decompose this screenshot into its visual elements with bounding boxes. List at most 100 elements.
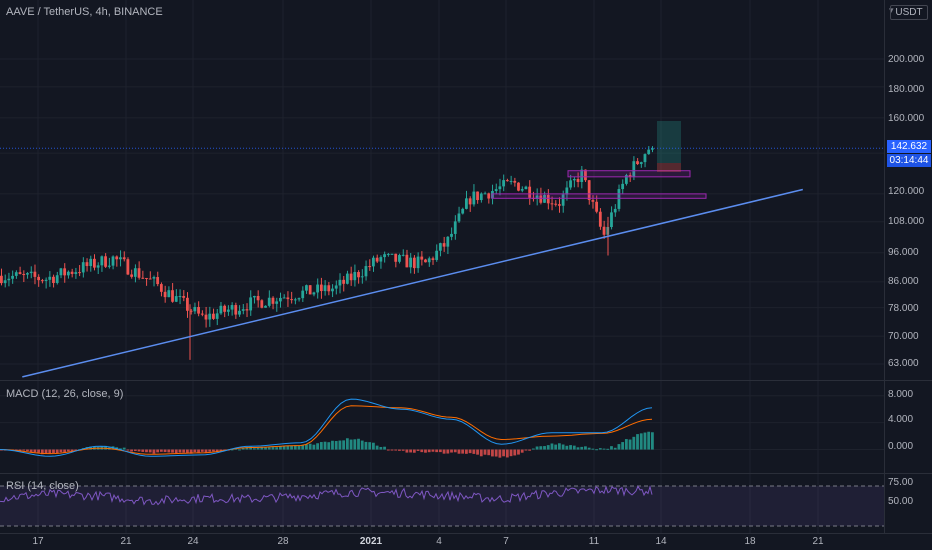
candle-body bbox=[598, 211, 602, 227]
candle-body bbox=[226, 309, 230, 312]
candle-body bbox=[550, 203, 554, 205]
candle-body bbox=[442, 243, 446, 247]
candle-body bbox=[271, 297, 275, 304]
candle-body bbox=[643, 154, 647, 163]
candle-body bbox=[40, 280, 44, 282]
candle-body bbox=[267, 297, 271, 306]
candle-body bbox=[197, 307, 200, 314]
macd-legend[interactable]: MACD (12, 26, close, 9) bbox=[6, 388, 124, 400]
price-tick: 108.000 bbox=[888, 216, 925, 227]
candle-body bbox=[621, 183, 625, 190]
candle-body bbox=[595, 201, 598, 212]
macd-histogram-bar bbox=[457, 449, 461, 454]
candle-body bbox=[96, 265, 100, 268]
candle-body bbox=[115, 256, 119, 260]
candle-body bbox=[327, 285, 331, 292]
macd-histogram-bar bbox=[264, 447, 267, 450]
macd-histogram-bar bbox=[427, 449, 431, 453]
macd-histogram-bar bbox=[636, 434, 639, 450]
candle-body bbox=[7, 278, 11, 281]
candle-body bbox=[386, 253, 390, 255]
macd-pane[interactable] bbox=[0, 381, 885, 473]
macd-histogram-bar bbox=[327, 442, 331, 450]
currency-button[interactable]: USDT bbox=[890, 5, 928, 20]
macd-histogram-bar bbox=[331, 440, 334, 450]
time-tick-year: 2021 bbox=[359, 536, 383, 547]
macd-histogram-bar bbox=[174, 449, 178, 454]
candle-body bbox=[479, 193, 483, 201]
macd-histogram-bar bbox=[33, 449, 37, 453]
macd-histogram-bar bbox=[301, 444, 305, 450]
pane-divider[interactable] bbox=[0, 473, 932, 474]
macd-histogram-bar bbox=[219, 449, 223, 451]
macd-histogram-bar bbox=[513, 449, 517, 456]
pane-divider[interactable] bbox=[0, 380, 932, 381]
macd-histogram-bar bbox=[249, 446, 253, 450]
macd-histogram-bar bbox=[271, 447, 275, 450]
macd-histogram-bar bbox=[368, 442, 372, 450]
macd-histogram-bar bbox=[193, 449, 197, 453]
candle-body bbox=[465, 198, 468, 209]
candle-body bbox=[29, 271, 33, 274]
macd-histogram-bar bbox=[580, 446, 584, 450]
macd-histogram-bar bbox=[126, 449, 130, 451]
scale-menu-icon[interactable]: ▾ bbox=[889, 5, 894, 15]
candle-body bbox=[636, 161, 639, 165]
candle-body bbox=[416, 256, 420, 269]
macd-signal-line bbox=[0, 405, 653, 455]
resistance-zone bbox=[567, 170, 691, 178]
candle-body bbox=[539, 195, 543, 203]
macd-histogram-bar bbox=[576, 447, 580, 450]
macd-histogram-bar bbox=[364, 441, 368, 450]
rsi-pane[interactable] bbox=[0, 474, 885, 533]
candle-body bbox=[409, 257, 412, 268]
macd-histogram-bar bbox=[159, 449, 163, 452]
time-tick: 28 bbox=[277, 536, 289, 547]
macd-histogram-bar bbox=[394, 449, 398, 451]
candle-body bbox=[368, 266, 372, 268]
macd-histogram-bar bbox=[290, 445, 293, 450]
candle-body bbox=[319, 284, 323, 292]
symbol-title[interactable]: AAVE / TetherUS, 4h, BINANCE bbox=[6, 6, 163, 18]
candle-body bbox=[554, 203, 558, 205]
macd-histogram-bar bbox=[178, 449, 182, 453]
macd-histogram-bar bbox=[520, 449, 524, 453]
long-position-stop bbox=[657, 163, 681, 172]
macd-histogram-bar bbox=[230, 449, 234, 451]
macd-histogram-bar bbox=[476, 449, 479, 455]
macd-histogram-bar bbox=[465, 449, 468, 454]
candle-body bbox=[379, 257, 383, 262]
price-axis[interactable] bbox=[885, 0, 932, 533]
macd-histogram-bar bbox=[238, 449, 241, 451]
macd-histogram-bar bbox=[286, 445, 290, 450]
macd-histogram-bar bbox=[163, 449, 167, 453]
macd-histogram-bar bbox=[215, 449, 219, 452]
macd-histogram-bar bbox=[602, 448, 606, 450]
macd-histogram-bar bbox=[189, 449, 193, 454]
macd-histogram-bar bbox=[390, 449, 394, 451]
candle-body bbox=[107, 265, 111, 267]
macd-histogram-bar bbox=[119, 448, 122, 450]
rsi-legend[interactable]: RSI (14, close) bbox=[6, 480, 79, 492]
macd-histogram-bar bbox=[572, 445, 576, 450]
macd-histogram-bar bbox=[171, 449, 174, 453]
macd-histogram-bar bbox=[338, 440, 342, 450]
macd-histogram-bar bbox=[606, 448, 610, 450]
candle-body bbox=[364, 266, 368, 277]
rsi-line bbox=[0, 485, 653, 506]
price-pane[interactable] bbox=[0, 0, 885, 380]
candle-body bbox=[301, 290, 305, 299]
candle-body bbox=[148, 278, 152, 280]
candle-body bbox=[305, 285, 308, 291]
macd-histogram-bar bbox=[130, 449, 133, 452]
candle-body bbox=[468, 198, 472, 205]
candle-body bbox=[52, 276, 55, 283]
macd-histogram-bar bbox=[409, 449, 412, 453]
macd-chart-svg bbox=[0, 381, 885, 473]
time-tick: 4 bbox=[436, 536, 442, 547]
candle-body bbox=[334, 285, 338, 289]
rsi-tick: 75.00 bbox=[888, 477, 914, 488]
macd-histogram-bar bbox=[412, 449, 416, 453]
macd-histogram-bar bbox=[379, 446, 383, 450]
